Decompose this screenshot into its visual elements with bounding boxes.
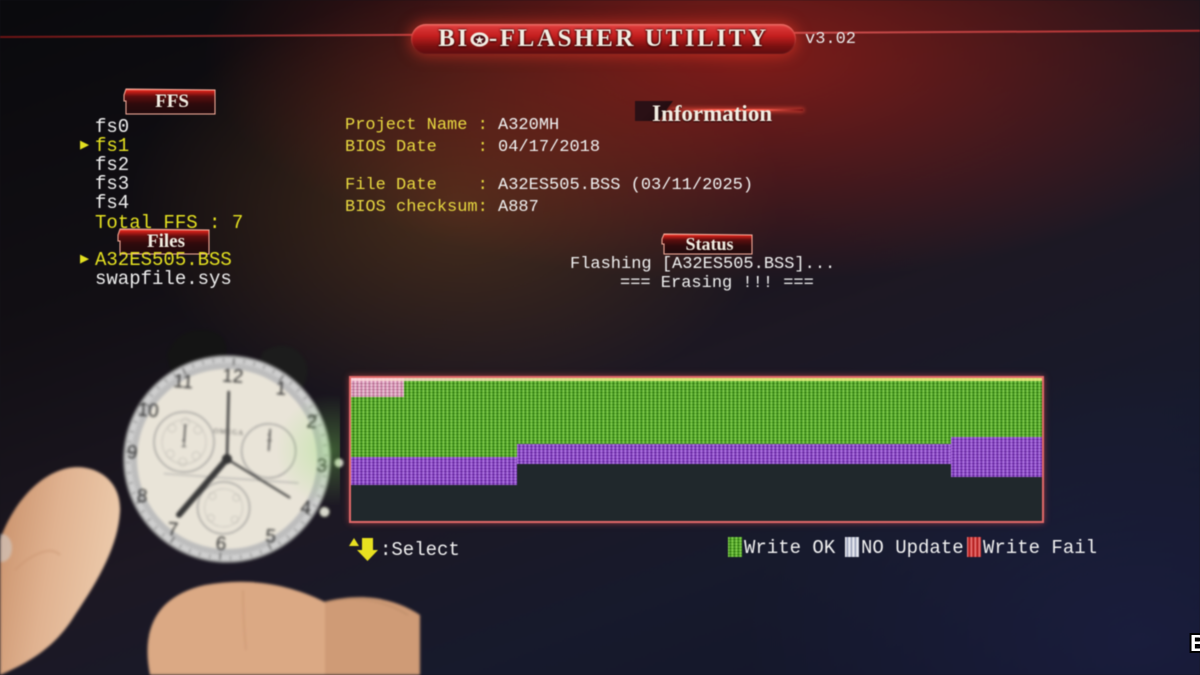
svg-text:2: 2: [306, 411, 318, 433]
svg-text:3: 3: [316, 455, 328, 477]
svg-text:1: 1: [180, 438, 187, 450]
svg-text:6: 6: [215, 533, 227, 555]
svg-text:10: 10: [137, 400, 160, 422]
svg-text:9: 9: [126, 442, 138, 464]
svg-text:11: 11: [173, 371, 194, 393]
svg-text:7: 7: [167, 519, 179, 541]
svg-text:1: 1: [275, 378, 287, 400]
svg-text:4: 4: [300, 497, 312, 519]
svg-text:12: 12: [221, 365, 244, 387]
svg-text:8: 8: [136, 486, 148, 508]
svg-text:1: 1: [266, 432, 273, 444]
svg-text:5: 5: [265, 526, 277, 548]
